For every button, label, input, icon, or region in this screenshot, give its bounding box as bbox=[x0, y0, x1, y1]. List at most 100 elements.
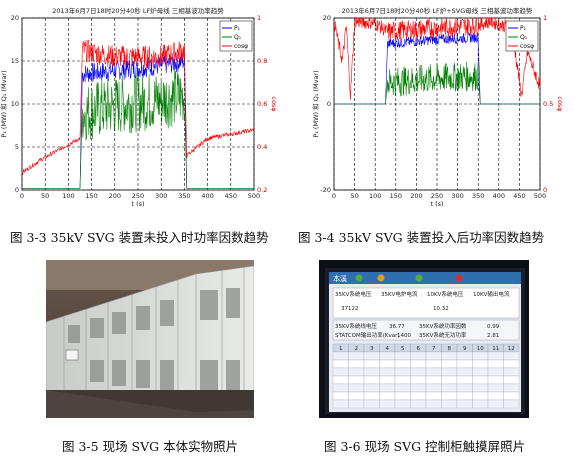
x-tick-label: 250 bbox=[132, 192, 144, 200]
screen-grid-cell bbox=[363, 367, 380, 377]
x-tick-label: 500 bbox=[534, 192, 546, 200]
y-tick-label: 10 bbox=[11, 100, 19, 108]
legend-entry: P₁ bbox=[234, 25, 241, 32]
screen-row3-label: STATCOM输出功率(Kvar) bbox=[335, 331, 400, 339]
screen-grid-cell bbox=[441, 359, 458, 369]
screen-grid-cell bbox=[332, 367, 349, 377]
screen-row1-header: 10KV系统电压 bbox=[427, 290, 464, 298]
screen-grid-cell bbox=[503, 383, 520, 393]
screen-grid-cell bbox=[394, 375, 411, 385]
y2-tick-label: 0.4 bbox=[257, 143, 267, 151]
series-line-cos bbox=[334, 18, 540, 100]
screen-grid-cell bbox=[425, 367, 442, 377]
y-tick-label: 0 bbox=[15, 186, 19, 194]
x-tick-label: 100 bbox=[369, 192, 381, 200]
series-line-q1 bbox=[22, 69, 254, 189]
legend-entry: cosφ bbox=[520, 43, 534, 50]
screen-grid-cell bbox=[332, 351, 349, 361]
screen-grid-cell bbox=[379, 375, 396, 385]
screen-grid-cell bbox=[394, 383, 411, 393]
screen-grid-cell bbox=[425, 351, 442, 361]
y-tick-label: 20 bbox=[11, 14, 19, 22]
screen-grid-cell bbox=[348, 367, 365, 377]
screen-grid-cell bbox=[379, 367, 396, 377]
screen-row3-value2: 2.81 bbox=[487, 333, 499, 339]
screen-grid-cell bbox=[410, 367, 427, 377]
x-tick-label: 200 bbox=[109, 192, 121, 200]
screen-grid-cell bbox=[394, 399, 411, 409]
screen-grid-cell bbox=[363, 383, 380, 393]
screen-grid-cell bbox=[441, 391, 458, 401]
x-tick-label: 300 bbox=[155, 192, 167, 200]
figure-3-4-chart: 2013年6月7日18时20分40秒 LF炉+SVG母线 三相基波功率趋势 0 50… bbox=[292, 0, 575, 222]
screen-grid-cell bbox=[456, 383, 473, 393]
y2-tick-label: 0.8 bbox=[257, 57, 267, 65]
screen-grid-header: 8 bbox=[448, 346, 452, 352]
screen-grid-cell bbox=[487, 391, 504, 401]
screen-grid-cell bbox=[472, 399, 489, 409]
screen-grid-header: 7 bbox=[432, 346, 436, 352]
screen-grid-header: 10 bbox=[477, 346, 484, 352]
screen-grid-cell bbox=[379, 391, 396, 401]
screen-grid-cell bbox=[472, 383, 489, 393]
y2-tick-label: 0 bbox=[543, 186, 547, 194]
screen-grid-cell bbox=[503, 351, 520, 361]
x-tick-label: 0 bbox=[332, 192, 336, 200]
screen-row2-value: 36.77 bbox=[389, 324, 405, 330]
screen-grid-cell bbox=[441, 383, 458, 393]
screen-grid-cell bbox=[472, 351, 489, 361]
screen-grid-cell bbox=[363, 359, 380, 369]
screen-title: 本溪 bbox=[333, 274, 347, 283]
screen-grid-cell bbox=[410, 375, 427, 385]
screen-row2-label2: 35KV系统功率因数 bbox=[419, 322, 467, 330]
screen-grid-cell bbox=[394, 351, 411, 361]
screen-grid-cell bbox=[410, 399, 427, 409]
y-axis-label: P₁ (MW) 和 Q₁ (Mvar) bbox=[0, 70, 8, 137]
screen-grid-header: 6 bbox=[417, 346, 421, 352]
x-tick-label: 450 bbox=[513, 192, 525, 200]
caption-figure-3-4: 图 3-4 35kV SVG 装置投入后功率因数趋势 bbox=[298, 230, 545, 245]
x-tick-label: 50 bbox=[350, 192, 358, 200]
screen-grid-cell bbox=[503, 375, 520, 385]
screen-grid-header: 4 bbox=[386, 346, 390, 352]
caption-figure-3-3: 图 3-3 35kV SVG 装置未投入时功率因数趋势 bbox=[10, 230, 269, 245]
screen-grid-cell bbox=[487, 383, 504, 393]
screen-grid-cell bbox=[379, 351, 396, 361]
screen-grid-cell bbox=[472, 359, 489, 369]
screen-grid-cell bbox=[472, 391, 489, 401]
screen-grid-cell bbox=[472, 367, 489, 377]
x-axis-label: t (s) bbox=[131, 200, 144, 208]
x-tick-label: 500 bbox=[248, 192, 260, 200]
screen-grid-cell bbox=[363, 391, 380, 401]
x-tick-label: 350 bbox=[178, 192, 190, 200]
x-tick-label: 450 bbox=[225, 192, 237, 200]
screen-grid-cell bbox=[332, 375, 349, 385]
screen-grid-cell bbox=[348, 391, 365, 401]
y2-tick-label: 0.2 bbox=[257, 186, 267, 194]
screen-grid-cell bbox=[456, 399, 473, 409]
screen-grid-header: 5 bbox=[401, 346, 405, 352]
screen-grid-cell bbox=[348, 399, 365, 409]
screen-grid-header: 3 bbox=[370, 346, 374, 352]
y-tick-label: -20 bbox=[320, 186, 331, 194]
x-tick-label: 200 bbox=[410, 192, 422, 200]
screen-grid-cell bbox=[348, 359, 365, 369]
x-tick-label: 50 bbox=[41, 192, 49, 200]
y2-tick-label: 1 bbox=[257, 14, 261, 22]
screen-grid-cell bbox=[379, 399, 396, 409]
screen-grid-cell bbox=[425, 359, 442, 369]
legend-entry: P₁ bbox=[520, 25, 527, 32]
screen-grid-cell bbox=[410, 383, 427, 393]
screen-grid-cell bbox=[394, 391, 411, 401]
y2-tick-label: 0.6 bbox=[257, 100, 267, 108]
y-tick-label: 5 bbox=[15, 143, 19, 151]
y2-tick-label: 1 bbox=[543, 14, 547, 22]
y2-axis-label: cosφ bbox=[556, 96, 564, 111]
screen-grid-cell bbox=[363, 375, 380, 385]
screen-grid-cell bbox=[410, 351, 427, 361]
screen-grid-cell bbox=[441, 399, 458, 409]
x-axis-label: t (s) bbox=[430, 200, 443, 208]
